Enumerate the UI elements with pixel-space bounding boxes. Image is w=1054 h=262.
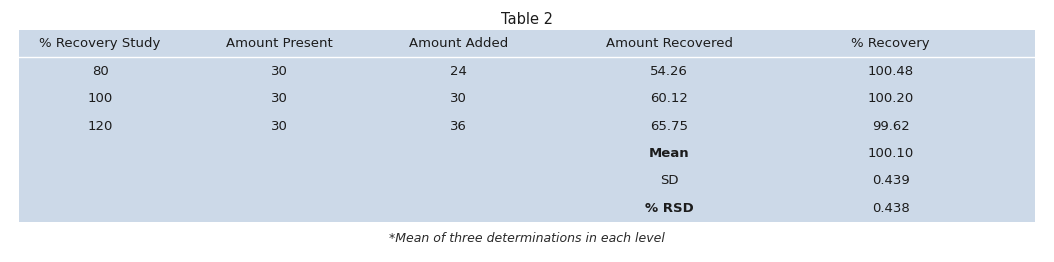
Text: 0.439: 0.439 <box>872 174 910 187</box>
Text: 30: 30 <box>271 119 288 133</box>
Text: 100.10: 100.10 <box>867 147 914 160</box>
Text: Amount Recovered: Amount Recovered <box>606 37 733 50</box>
Text: Amount Added: Amount Added <box>409 37 508 50</box>
Text: 30: 30 <box>271 65 288 78</box>
Text: Amount Present: Amount Present <box>226 37 333 50</box>
Text: Table 2: Table 2 <box>501 12 553 27</box>
Text: Mean: Mean <box>649 147 689 160</box>
Text: 0.438: 0.438 <box>872 202 910 215</box>
Text: 65.75: 65.75 <box>650 119 688 133</box>
Text: 100: 100 <box>87 92 113 105</box>
Text: 80: 80 <box>92 65 109 78</box>
Text: 24: 24 <box>450 65 467 78</box>
Text: % RSD: % RSD <box>645 202 694 215</box>
Text: 30: 30 <box>271 92 288 105</box>
Text: % Recovery Study: % Recovery Study <box>39 37 161 50</box>
Text: 54.26: 54.26 <box>650 65 688 78</box>
Text: *Mean of three determinations in each level: *Mean of three determinations in each le… <box>389 232 665 245</box>
Text: 99.62: 99.62 <box>872 119 910 133</box>
Text: 120: 120 <box>87 119 113 133</box>
Text: 100.48: 100.48 <box>867 65 914 78</box>
Text: % Recovery: % Recovery <box>852 37 930 50</box>
Text: 100.20: 100.20 <box>867 92 914 105</box>
Text: SD: SD <box>660 174 679 187</box>
Text: 60.12: 60.12 <box>650 92 688 105</box>
Text: 36: 36 <box>450 119 467 133</box>
Text: 30: 30 <box>450 92 467 105</box>
